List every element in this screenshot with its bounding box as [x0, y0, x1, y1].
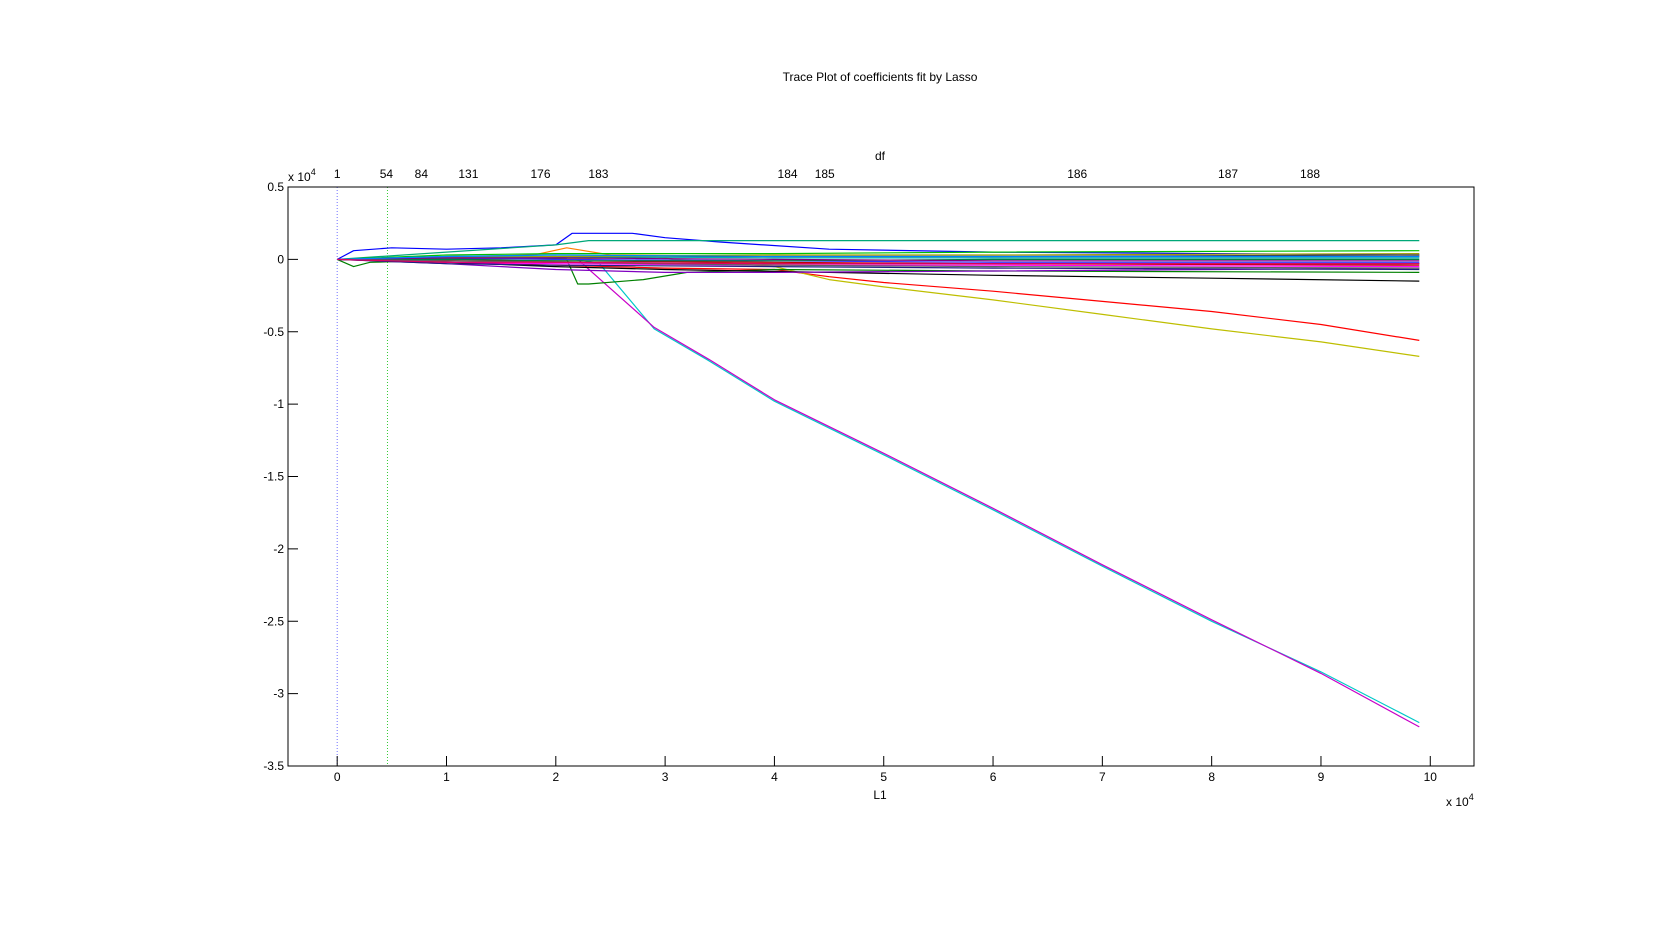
- df-axis-ticks: 1 54 84 131 176 183 184 185 186 187 188: [334, 167, 1321, 181]
- y-exponent-label: x 104: [288, 167, 316, 184]
- x-tick-label: 6: [990, 770, 997, 784]
- coefficient-trace-line: [337, 240, 1420, 260]
- y-tick-label: -3.5: [263, 759, 284, 773]
- df-tick-label: 131: [458, 167, 478, 181]
- x-tick-label: 4: [771, 770, 778, 784]
- x-exponent-label: x 104: [1446, 792, 1474, 809]
- y-tick-label: -1: [273, 397, 284, 411]
- coefficient-trace-line: [337, 257, 1420, 724]
- df-tick-label: 1: [334, 167, 341, 181]
- y-tick-label: -2: [273, 542, 284, 556]
- chart-title: Trace Plot of coefficients fit by Lasso: [783, 70, 978, 84]
- y-exponent-base: x 10: [288, 170, 311, 184]
- df-tick-label: 186: [1067, 167, 1087, 181]
- df-tick-label: 188: [1300, 167, 1320, 181]
- y-axis-ticks: 0.5 0 -0.5 -1 -1.5 -2 -2.5 -3 -3.5: [263, 180, 298, 773]
- df-tick-label: 185: [815, 167, 835, 181]
- coefficient-trace-line: [337, 258, 1420, 265]
- coefficient-trace-line: [337, 258, 1420, 262]
- x-tick-label: 10: [1424, 770, 1438, 784]
- x-axis-label: L1: [873, 788, 887, 802]
- df-tick-label: 84: [415, 167, 429, 181]
- x-tick-label: 3: [662, 770, 669, 784]
- coefficient-trace-line: [336, 232, 1420, 260]
- x-exponent-base: x 10: [1446, 795, 1469, 809]
- x-axis-ticks: 0 1 2 3 4 5 6 7 8 9 10: [334, 756, 1437, 784]
- y-tick-label: -1.5: [263, 470, 284, 484]
- x-tick-label: 2: [552, 770, 559, 784]
- df-axis-label: df: [875, 149, 886, 163]
- y-tick-label: -0.5: [263, 325, 284, 339]
- coefficient-trace-line: [337, 258, 1420, 269]
- x-tick-label: 5: [880, 770, 887, 784]
- coefficient-trace-line: [336, 257, 1420, 285]
- df-tick-label: 176: [530, 167, 550, 181]
- df-tick-label: 183: [588, 167, 608, 181]
- x-exponent-power: 4: [1469, 792, 1474, 802]
- df-tick-label: 184: [778, 167, 798, 181]
- y-tick-label: -2.5: [263, 614, 284, 628]
- coefficient-trace-line: [337, 257, 1420, 262]
- plot-area: 0 1 2 3 4 5 6 7 8 9 10 0.50-0.5-1-1.5-2-2.5-3-3.5 …: [263, 167, 1475, 784]
- y-exponent-power: 4: [311, 167, 316, 177]
- y-tick-label: 0: [277, 252, 284, 266]
- x-tick-label: 8: [1208, 770, 1215, 784]
- coefficient-trace-line: [337, 258, 1420, 271]
- x-tick-label: 0: [334, 770, 341, 784]
- x-tick-label: 7: [1099, 770, 1106, 784]
- df-tick-label: 54: [380, 167, 394, 181]
- coefficient-traces: [336, 232, 1420, 728]
- df-tick-label: 187: [1218, 167, 1238, 181]
- y-tick-label: -3: [273, 687, 284, 701]
- reference-lines: [336, 187, 388, 766]
- coefficient-trace-line: [337, 255, 1420, 728]
- x-tick-label: 9: [1318, 770, 1325, 784]
- y-tick-label: 0.5: [267, 180, 284, 194]
- coefficient-trace-line: [337, 250, 1420, 260]
- x-tick-label: 1: [443, 770, 450, 784]
- coefficient-trace-line: [337, 254, 1420, 260]
